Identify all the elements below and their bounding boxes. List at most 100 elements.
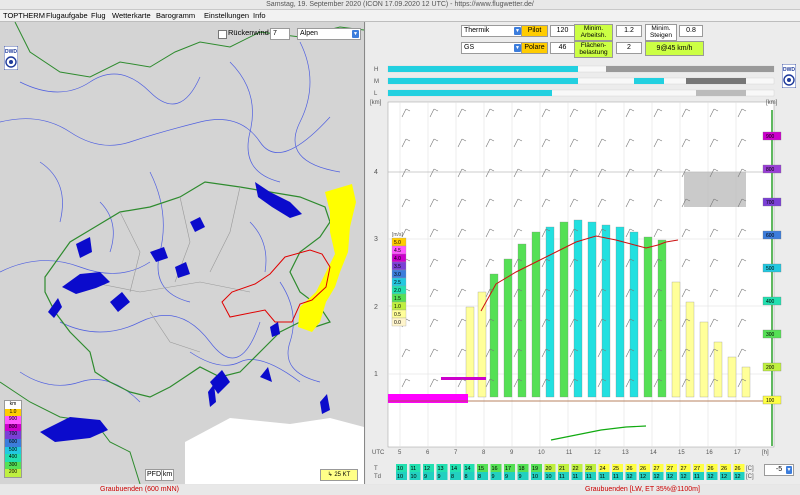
region-select[interactable]: Alpen ▼ [297, 28, 361, 40]
t-value: 21 [559, 466, 565, 472]
t-value: 18 [519, 466, 525, 472]
td-value: 9 [492, 474, 495, 480]
meteogram-canvas[interactable]: H M L [km] [366, 22, 800, 484]
wind-barb-icon [457, 348, 467, 358]
td-cell [733, 472, 745, 480]
wind-barb-icon [625, 378, 635, 388]
menu-item-toptherm[interactable]: TOPTHERM [3, 11, 45, 20]
temperature-row: 10 11 12 13 14 14 15 16 17 18 19 20 21 22 23 24 25 26 26 27… [396, 464, 745, 480]
chevron-down-icon: ▼ [514, 44, 521, 52]
km-button[interactable]: km [161, 469, 174, 481]
zoom-value: -5 [775, 466, 783, 473]
wind-scale-label: ↳ 25 KT [320, 469, 358, 481]
td-value: 9 [519, 474, 522, 480]
wind-barb-icon [709, 318, 719, 328]
t-cell [585, 464, 596, 472]
ms-legend-value: 5.0 [394, 240, 401, 246]
t-cell [436, 464, 448, 472]
ms-legend-value: 0.0 [394, 320, 401, 326]
wind-barb-icon [709, 228, 719, 238]
td-value: 10 [532, 474, 538, 480]
td-value: 9 [438, 474, 441, 480]
menu-item-info[interactable]: Info [253, 11, 266, 20]
wind-barb-icon [681, 288, 691, 298]
wind-barb-icon [457, 318, 467, 328]
wind-barb-icon [653, 318, 663, 328]
map-panel[interactable]: Rückenwind 7 Alpen ▼ DWD km 1.0 900 800 … [0, 22, 365, 484]
wind-barb-icon [513, 168, 523, 178]
thermal-bar [531, 231, 541, 398]
meteogram-panel: Thermik ▼ GS ▼ Pilot 120 Polare 46 Minim… [366, 22, 800, 484]
min-steigen-input[interactable]: 0.8 [679, 25, 703, 37]
wind-barb-icon [625, 108, 635, 118]
wind-barb-icon [457, 168, 467, 178]
wind-barb-icon [653, 168, 663, 178]
td-value: 11 [613, 474, 619, 480]
wind-barb-icon [737, 168, 747, 178]
right-scale-value: 100 [766, 398, 775, 404]
wind-barb-icon [513, 258, 523, 268]
wind-barb-icon [541, 138, 551, 148]
td-label: Td [374, 474, 381, 480]
wind-barb-icon [569, 378, 579, 388]
glider-select[interactable]: GS ▼ [461, 42, 523, 54]
right-scale-swatch [762, 362, 782, 372]
ms-legend-label: [m/s] [392, 232, 403, 238]
td-cell [531, 472, 542, 480]
zoom-select[interactable]: -5 ▼ [764, 464, 794, 476]
wind-barb-icon [737, 198, 747, 208]
thermal-top-line [480, 235, 679, 312]
right-scale-value: 600 [766, 233, 775, 239]
td-cell [598, 472, 610, 480]
ms-legend-value: 4.0 [394, 256, 401, 262]
td-cell [720, 472, 731, 480]
ms-legend-value: 4.5 [394, 248, 401, 254]
menu-item-einstellungen[interactable]: Einstellungen [204, 11, 250, 20]
ms-legend-swatch [391, 317, 407, 327]
wind-barb-icon [653, 258, 663, 268]
wind-barb-icon [653, 228, 663, 238]
polare-input[interactable]: 46 [550, 42, 575, 54]
polare-button[interactable]: Polare [521, 42, 548, 54]
ms-legend-value: 1.0 [394, 304, 401, 310]
wind-barb-icon [625, 288, 635, 298]
min-arbeit-button[interactable]: Minim. Arbeitsh. [574, 24, 613, 41]
wind-barb-icon [709, 168, 719, 178]
hour-label: 6 [426, 450, 430, 456]
hour-label: 11 [566, 450, 573, 456]
menu-item-flug[interactable]: Flug [91, 11, 106, 20]
wind-barb-icon [597, 168, 607, 178]
menu-item-barogramm[interactable]: Barogramm [156, 11, 196, 20]
menu-item-wetterkarte[interactable]: Wetterkarte [112, 11, 151, 20]
rueckenwind-checkbox[interactable] [218, 30, 227, 39]
wind-barb-icon [485, 198, 495, 208]
thermal-bar [629, 231, 639, 398]
pilot-button[interactable]: Pilot [521, 25, 548, 37]
t-value: 22 [573, 466, 579, 472]
km-tick: 4 [374, 169, 378, 176]
min-arbeit-input[interactable]: 1.2 [616, 25, 642, 37]
td-value: 9 [424, 474, 427, 480]
wind-barb-icon [737, 288, 747, 298]
td-value: 11 [573, 474, 579, 480]
thermal-bar [741, 366, 751, 398]
level-spinner[interactable]: 7 [270, 28, 290, 40]
flaechen-button[interactable]: Flächen-belastung [574, 41, 613, 58]
td-value: 10 [397, 474, 403, 480]
wind-barb-icon [709, 288, 719, 298]
map-canvas[interactable] [0, 22, 364, 484]
wind-barb-icon [569, 198, 579, 208]
km-tick: 2 [374, 304, 378, 311]
hour-label: 5 [398, 450, 402, 456]
t-cell [409, 464, 421, 472]
t-value: 19 [532, 466, 538, 472]
wind-barb-icon [681, 108, 691, 118]
td-cell [477, 472, 488, 480]
wind-barb-icon [625, 168, 635, 178]
right-scale-unit: [km] [766, 100, 778, 106]
menu-item-flugaufgabe[interactable]: Flugaufgabe [46, 11, 88, 20]
legend-swatch: 700 [5, 431, 21, 439]
flaechen-input[interactable]: 2 [616, 42, 642, 54]
legend-swatch: 500 [5, 446, 21, 455]
hour-label: 8 [482, 450, 486, 456]
